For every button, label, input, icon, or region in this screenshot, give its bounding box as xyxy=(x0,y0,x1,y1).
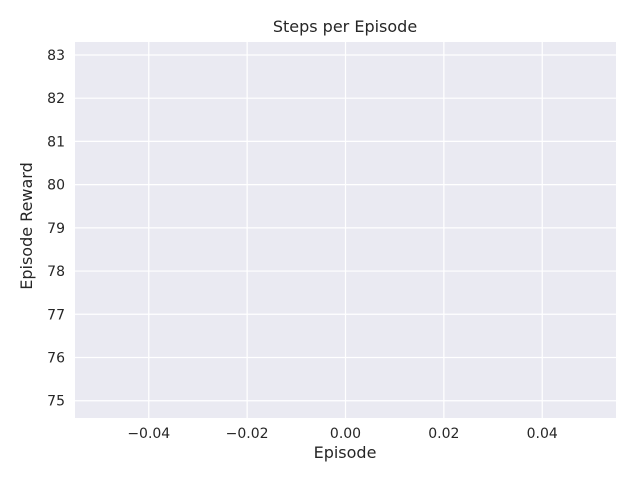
x-tick-labels: −0.04 −0.02 0.00 0.02 0.04 xyxy=(127,426,558,442)
y-tick-label: 81 xyxy=(47,134,65,150)
y-tick-label: 82 xyxy=(47,91,65,107)
y-tick-label: 76 xyxy=(47,350,65,366)
y-axis-label: Episode Reward xyxy=(17,162,36,290)
y-tick-label: 78 xyxy=(47,264,65,280)
y-tick-labels: 75 76 77 78 79 80 81 82 83 xyxy=(47,48,65,410)
y-tick-label: 75 xyxy=(47,394,65,410)
x-tick-label: 0.00 xyxy=(330,426,361,442)
y-tick-label: 77 xyxy=(47,307,65,323)
x-tick-label: −0.02 xyxy=(226,426,269,442)
y-gridlines xyxy=(75,54,616,402)
x-tick-label: 0.02 xyxy=(428,426,459,442)
x-axis-label: Episode xyxy=(314,443,377,462)
y-tick-label: 79 xyxy=(47,221,65,237)
x-gridlines xyxy=(148,42,543,418)
chart-title: Steps per Episode xyxy=(273,17,417,36)
y-tick-label: 83 xyxy=(47,48,65,64)
x-tick-label: 0.04 xyxy=(527,426,558,442)
x-tick-label: −0.04 xyxy=(127,426,170,442)
y-tick-label: 80 xyxy=(47,178,65,194)
